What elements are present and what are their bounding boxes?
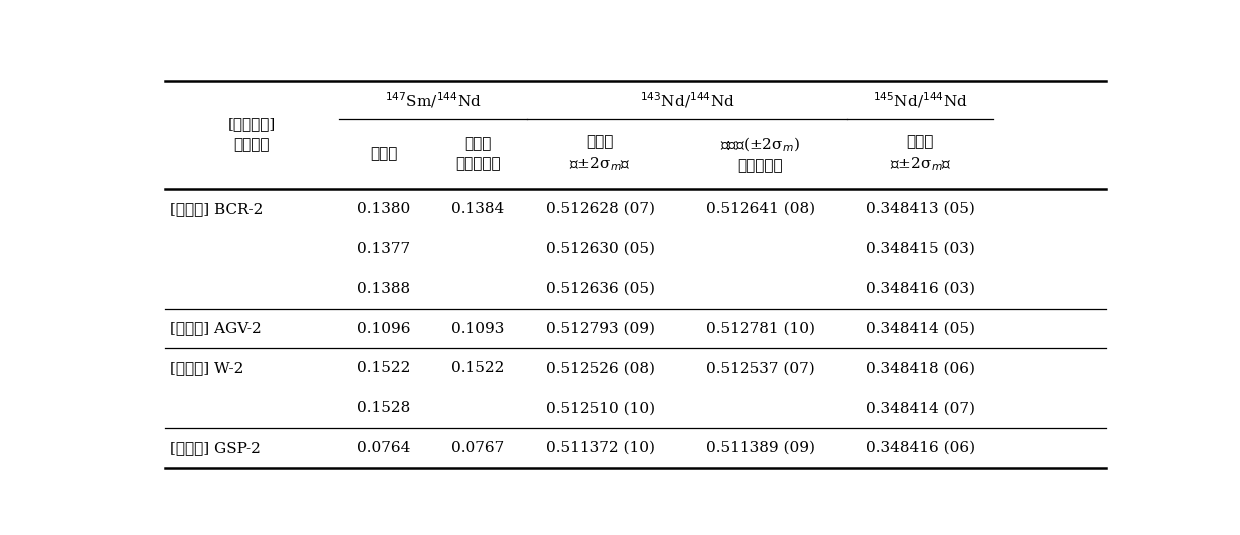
Text: 0.1522: 0.1522 [451,361,505,376]
Text: 0.348414 (07): 0.348414 (07) [866,401,975,415]
Text: $^{145}$Nd/$^{144}$Nd: $^{145}$Nd/$^{144}$Nd [873,90,968,110]
Text: 0.511389 (09): 0.511389 (09) [706,441,815,455]
Text: 0.512793 (09): 0.512793 (09) [546,322,655,335]
Text: 0.512526 (08): 0.512526 (08) [546,361,655,376]
Text: 0.1377: 0.1377 [357,242,410,256]
Text: 0.348416 (03): 0.348416 (03) [866,281,975,296]
Text: 0.512781 (10): 0.512781 (10) [706,322,815,335]
Text: 0.1093: 0.1093 [451,322,505,335]
Text: [花岗岩] GSP-2: [花岗岩] GSP-2 [170,441,262,455]
Text: [玄武岩] BCR-2: [玄武岩] BCR-2 [170,202,264,216]
Text: 0.348413 (05): 0.348413 (05) [866,202,975,216]
Text: 0.1384: 0.1384 [451,202,505,216]
Text: 0.512636 (05): 0.512636 (05) [546,281,655,296]
Text: 0.1522: 0.1522 [357,361,410,376]
Text: 0.348414 (05): 0.348414 (05) [866,322,975,335]
Text: 0.348418 (06): 0.348418 (06) [866,361,975,376]
Text: [辉绿岩] W-2: [辉绿岩] W-2 [170,361,243,376]
Text: [安山岩] AGV-2: [安山岩] AGV-2 [170,322,262,335]
Text: 0.348416 (06): 0.348416 (06) [866,441,975,455]
Text: 0.348415 (03): 0.348415 (03) [866,242,975,256]
Text: 0.1528: 0.1528 [357,401,410,415]
Text: 本专利: 本专利 [370,147,397,161]
Text: [岩石类型]
样品名称: [岩石类型] 样品名称 [228,118,275,152]
Text: 0.512630 (05): 0.512630 (05) [546,242,655,256]
Text: 0.511372 (10): 0.511372 (10) [546,441,655,455]
Text: 0.512641 (08): 0.512641 (08) [706,202,815,216]
Text: 0.0764: 0.0764 [357,441,410,455]
Text: $^{147}$Sm/$^{144}$Nd: $^{147}$Sm/$^{144}$Nd [384,90,481,110]
Text: 0.0767: 0.0767 [451,441,505,455]
Text: 0.512628 (07): 0.512628 (07) [546,202,655,216]
Text: 本专利
（±2σ$_{m}$）: 本专利 （±2σ$_{m}$） [889,135,951,173]
Text: $^{143}$Nd/$^{144}$Nd: $^{143}$Nd/$^{144}$Nd [640,90,735,110]
Text: 0.1096: 0.1096 [357,322,410,335]
Text: 参考值
（稀释法）: 参考值 （稀释法） [455,137,501,171]
Text: 0.512537 (07): 0.512537 (07) [706,361,815,376]
Text: 参考值(±2σ$_{m}$)
（稀释法）: 参考值(±2σ$_{m}$) （稀释法） [720,135,800,173]
Text: 0.512510 (10): 0.512510 (10) [546,401,655,415]
Text: 0.1388: 0.1388 [357,281,410,296]
Text: 0.1380: 0.1380 [357,202,410,216]
Text: 本专利
（±2σ$_{m}$）: 本专利 （±2σ$_{m}$） [569,135,631,173]
